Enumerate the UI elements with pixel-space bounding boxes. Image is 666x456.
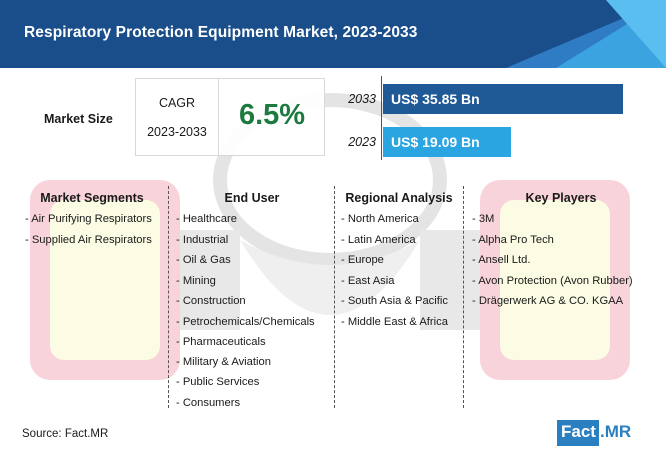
end-user-item: - Healthcare	[176, 213, 237, 225]
player-item: - Drägerwerk AG & CO. KGAA	[472, 295, 624, 307]
player-item: - Ansell Ltd.	[472, 254, 531, 266]
player-item: - Alpha Pro Tech	[472, 234, 554, 246]
cagr-value: 6.5%	[238, 99, 306, 131]
players-heading: Key Players	[525, 191, 597, 205]
region-item: - Middle East & Africa	[341, 316, 448, 328]
end-user-item: - Pharmaceuticals	[176, 336, 266, 348]
cagr-label: CAGR	[158, 96, 196, 110]
bar-year-2033: 2033	[348, 92, 376, 106]
end-user-item: - Consumers	[176, 397, 241, 409]
source-note: Source: Fact.MR	[22, 428, 109, 440]
regional-heading: Regional Analysis	[345, 191, 453, 205]
bar-year-2023: 2023	[348, 135, 376, 149]
logo-part-fact: Fact	[557, 420, 599, 446]
end-user-item: - Construction	[176, 295, 246, 307]
page-title: Respiratory Protection Equipment Market,…	[24, 24, 418, 41]
header-banner: Respiratory Protection Equipment Market,…	[0, 0, 666, 68]
region-item: - East Asia	[341, 275, 395, 287]
segments-heading: Market Segments	[40, 191, 144, 205]
divider	[218, 79, 219, 155]
respirator-mask-illustration	[30, 93, 630, 380]
bar-2033: US$ 35.85 Bn	[383, 84, 623, 114]
bar-value-label: US$ 19.09 Bn	[391, 134, 480, 150]
column-separator	[463, 186, 464, 408]
region-item: - Latin America	[341, 234, 416, 246]
bar-value-label: US$ 35.85 Bn	[391, 91, 480, 107]
player-item: - 3M	[472, 213, 495, 225]
bar-2023: US$ 19.09 Bn	[383, 127, 511, 157]
segment-item: - Supplied Air Respirators	[25, 234, 152, 246]
market-size-label: Market Size	[44, 112, 113, 126]
region-item: - North America	[341, 213, 419, 225]
player-item: - Avon Protection (Avon Rubber)	[472, 275, 633, 287]
end-user-item: - Oil & Gas	[176, 254, 231, 266]
column-separator	[334, 186, 335, 408]
logo-part-mr: .MR	[599, 422, 632, 441]
bar-axis-line	[381, 76, 382, 160]
region-item: - South Asia & Pacific	[341, 295, 448, 307]
cagr-period: 2023-2033	[147, 125, 207, 139]
end-user-item: - Petrochemicals/Chemicals	[176, 316, 315, 328]
header-decor-stripe	[606, 0, 666, 68]
end-user-item: - Mining	[176, 275, 216, 287]
column-separator	[168, 186, 169, 408]
end-user-item: - Industrial	[176, 234, 229, 246]
end-user-item: - Military & Aviation	[176, 356, 271, 368]
end-user-heading: End User	[224, 191, 280, 205]
region-item: - Europe	[341, 254, 384, 266]
cagr-box: CAGR 2023-2033 6.5%	[135, 78, 325, 156]
segment-item: - Air Purifying Respirators	[25, 213, 152, 225]
factmr-logo: Fact .MR	[557, 420, 649, 446]
end-user-item: - Public Services	[176, 376, 260, 388]
